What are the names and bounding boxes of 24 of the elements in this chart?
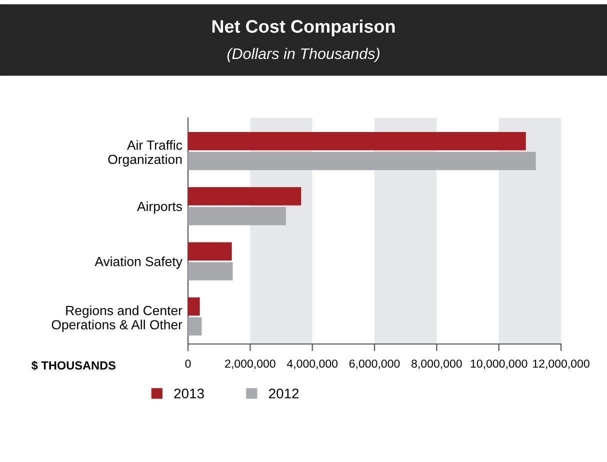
y-tick-label: Regions and Center Operations & All Other <box>52 306 182 332</box>
chart-subtitle: (Dollars in Thousands) <box>227 48 380 62</box>
y-tick-label: Air Traffic Organization <box>108 140 182 167</box>
bar <box>188 132 526 150</box>
bar <box>188 152 536 170</box>
x-tick-label: 4,000,000 <box>286 360 338 370</box>
x-tick-label: 8,000,000 <box>412 360 462 370</box>
y-tick-label: Airports <box>137 201 182 214</box>
x-tick-label: 12,000,000 <box>533 360 590 370</box>
chart-title: Net Cost Comparison <box>212 20 395 36</box>
legend-label: 2013 <box>174 388 204 398</box>
bar <box>188 297 200 316</box>
y-tick-label: Aviation Safety <box>94 256 182 269</box>
bar <box>188 206 286 226</box>
x-tick-label: 0 <box>185 360 191 368</box>
x-axis-title: $ THOUSANDS <box>31 360 116 370</box>
x-tick-label: 10,000,000 <box>470 360 528 370</box>
bar <box>188 187 302 206</box>
bar <box>188 242 232 261</box>
x-tick-label: 6,000,000 <box>349 360 400 370</box>
bar <box>188 317 202 336</box>
legend-label: 2012 <box>269 388 299 398</box>
x-tick-label: 2,000,000 <box>225 360 276 370</box>
bar <box>188 262 233 280</box>
